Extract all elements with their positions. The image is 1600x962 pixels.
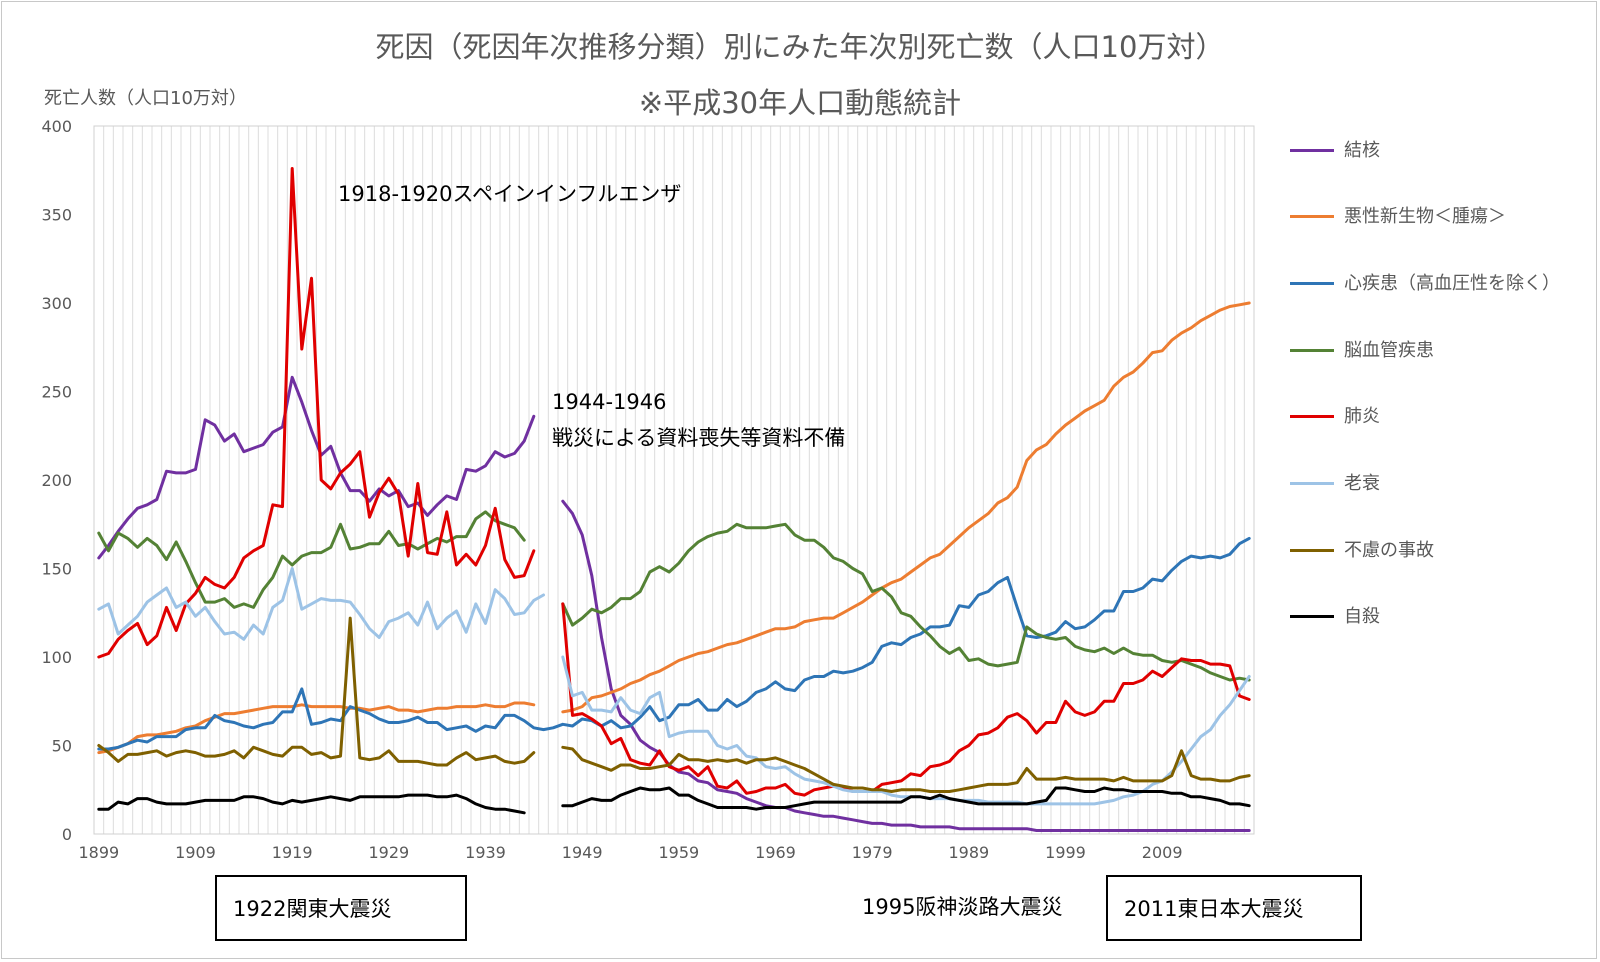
x-tick-label: 1939 <box>465 843 506 862</box>
kanto-earthquake-box: 1922関東大震災 <box>215 875 467 941</box>
legend-label: 脳血管疾患 <box>1344 340 1434 361</box>
legend-swatch <box>1290 482 1334 485</box>
legend-item-cancer: 悪性新生物＜腫瘍＞ <box>1290 201 1600 231</box>
series-line-悪性新生物＜腫瘍＞ <box>97 701 536 755</box>
y-axis-label: 死亡人数（人口10万対） <box>44 88 247 109</box>
x-tick-label: 1949 <box>562 843 603 862</box>
series-line-不慮の事故 <box>561 745 1251 793</box>
gridlines <box>93 126 1255 834</box>
x-tick-label: 1959 <box>658 843 699 862</box>
legend-swatch <box>1290 615 1334 618</box>
legend-item-cerebrovascular: 脳血管疾患 <box>1290 335 1600 365</box>
legend-item-tuberculosis: 結核 <box>1290 135 1600 165</box>
y-tick-label: 400 <box>41 117 72 136</box>
series-line-老衰 <box>97 567 545 641</box>
legend-label: 悪性新生物＜腫瘍＞ <box>1344 206 1506 227</box>
tohoku-earthquake-label: 2011東日本大震災 <box>1124 897 1304 921</box>
legend-item-suicide: 自殺 <box>1290 601 1600 631</box>
legend-label: 結核 <box>1344 140 1380 161</box>
chart-subtitle: ※平成30年人口動態統計 <box>638 86 962 120</box>
hanshin-earthquake-label: 1995阪神淡路大震災 <box>862 895 1063 919</box>
legend-item-heart-disease: 心疾患（高血圧性を除く） <box>1290 268 1600 298</box>
legend-item-senility: 老衰 <box>1290 468 1600 498</box>
spanish-flu-annotation: 1918-1920スペインインフルエンザ <box>338 182 682 206</box>
x-tick-label: 1919 <box>272 843 313 862</box>
y-tick-label: 250 <box>41 383 72 402</box>
x-tick-label: 1929 <box>368 843 409 862</box>
x-tick-label: 1969 <box>755 843 796 862</box>
y-tick-label: 300 <box>41 294 72 313</box>
legend-item-pneumonia: 肺炎 <box>1290 401 1600 431</box>
series-line-心疾患（高血圧性を除く） <box>97 536 1251 751</box>
series-line-自殺 <box>561 786 1251 811</box>
series-lines <box>97 167 1251 832</box>
legend-label: 肺炎 <box>1344 406 1380 427</box>
tohoku-earthquake-box: 2011東日本大震災 <box>1106 875 1362 941</box>
legend-swatch <box>1290 415 1334 418</box>
legend-swatch <box>1290 349 1334 352</box>
legend-swatch <box>1290 149 1334 152</box>
legend-swatch <box>1290 282 1334 285</box>
series-line-脳血管疾患 <box>97 510 526 609</box>
kanto-earthquake-label: 1922関東大震災 <box>233 897 392 921</box>
legend-swatch <box>1290 549 1334 552</box>
x-tick-label: 1909 <box>175 843 216 862</box>
x-tick-label: 1999 <box>1045 843 1086 862</box>
x-tick-label: 2009 <box>1142 843 1183 862</box>
series-line-老衰 <box>561 655 1251 806</box>
x-tick-label: 1989 <box>948 843 989 862</box>
series-line-脳血管疾患 <box>561 522 1251 682</box>
series-line-結核 <box>97 375 536 560</box>
x-tick-label: 1979 <box>852 843 893 862</box>
legend-item-accident: 不慮の事故 <box>1290 535 1600 565</box>
war-note-annotation: 戦災による資料喪失等資料不備 <box>552 426 846 450</box>
y-tick-label: 100 <box>41 648 72 667</box>
series-line-肺炎 <box>97 167 536 659</box>
series-line-悪性新生物＜腫瘍＞ <box>561 301 1251 714</box>
x-tick-label: 1899 <box>78 843 119 862</box>
y-tick-label: 200 <box>41 471 72 490</box>
legend-label: 不慮の事故 <box>1344 540 1434 561</box>
plot-area-border <box>93 125 1255 835</box>
series-line-不慮の事故 <box>97 616 536 767</box>
y-tick-label: 50 <box>52 737 72 756</box>
chart-title: 死因（死因年次推移分類）別にみた年次別死亡数（人口10万対） <box>375 30 1225 64</box>
legend-label: 老衰 <box>1344 473 1380 494</box>
war-period-annotation: 1944-1946 <box>552 390 667 414</box>
y-tick-label: 150 <box>41 560 72 579</box>
legend-label: 自殺 <box>1344 606 1380 627</box>
legend-swatch <box>1290 215 1334 218</box>
y-tick-label: 350 <box>41 206 72 225</box>
legend-label: 心疾患（高血圧性を除く） <box>1344 273 1560 294</box>
series-line-肺炎 <box>561 602 1251 797</box>
y-tick-label: 0 <box>62 825 72 844</box>
series-line-自殺 <box>97 793 526 815</box>
axes: 0 50 100 150 200 250 300 350 400 1899 1909 1919 1929… <box>41 117 1255 862</box>
